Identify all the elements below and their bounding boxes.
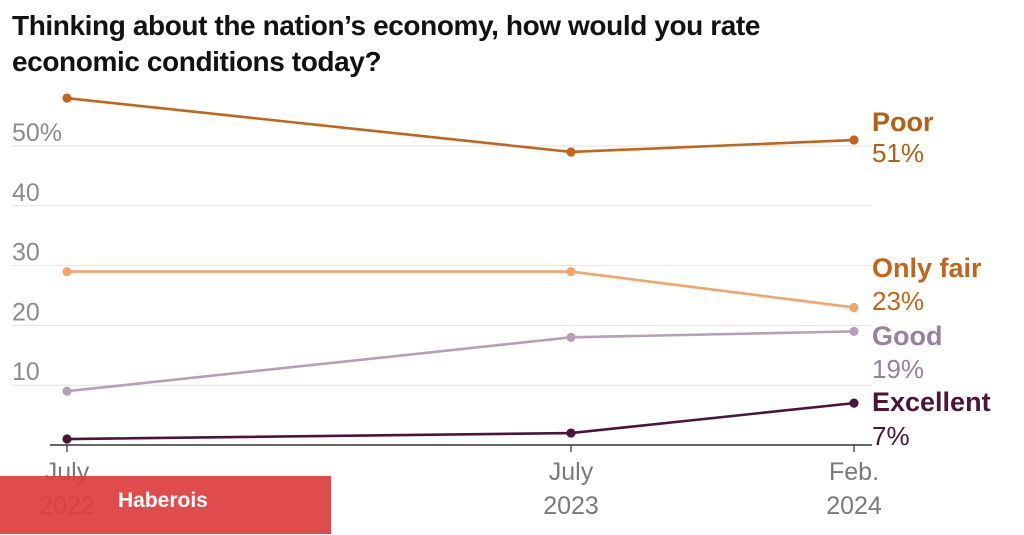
x-tick-label: Feb. <box>829 458 879 486</box>
x-tick-label: 2023 <box>543 492 599 520</box>
series-label-good: Good <box>872 321 942 351</box>
data-point-poor <box>62 93 72 103</box>
y-tick-label: 20 <box>12 298 40 326</box>
series-line-only-fair <box>67 270 855 309</box>
series-lines <box>62 93 859 444</box>
series-line-good <box>66 330 855 393</box>
series-label-excellent: Excellent <box>872 387 991 417</box>
y-tick-label: 10 <box>12 358 40 386</box>
watermark-text: Haberois <box>118 489 208 512</box>
data-point-excellent <box>849 398 859 408</box>
y-tick-label: 30 <box>12 239 40 267</box>
chart-title: Thinking about the nation’s economy, how… <box>12 10 761 77</box>
series-label-poor: Poor <box>872 107 934 137</box>
data-point-only-fair <box>62 266 72 277</box>
data-point-good <box>849 326 859 336</box>
x-tick-label: July <box>549 458 594 486</box>
y-axis-ticks: 10 20 30 40 50% <box>12 119 62 386</box>
series-value-excellent: 7% <box>872 421 910 451</box>
series-value-poor: 51% <box>872 138 924 168</box>
y-tick-label: 40 <box>12 179 40 207</box>
data-point-only-fair <box>849 302 859 313</box>
data-point-excellent <box>62 434 72 444</box>
data-point-good <box>566 332 576 342</box>
x-tick-label: 2024 <box>826 492 882 520</box>
data-point-only-fair <box>566 266 576 277</box>
data-point-excellent <box>566 428 576 438</box>
series-line-poor <box>66 96 855 154</box>
watermark-banner: Haberois <box>0 476 331 534</box>
series-value-only-fair: 23% <box>872 286 924 316</box>
data-point-poor <box>566 147 576 157</box>
data-point-good <box>62 386 72 396</box>
gridlines <box>12 145 872 386</box>
series-value-good: 19% <box>872 354 924 384</box>
y-tick-label: 50% <box>12 119 62 147</box>
data-point-poor <box>849 135 859 145</box>
series-line-excellent <box>66 401 855 441</box>
series-label-only-fair: Only fair <box>872 253 982 283</box>
